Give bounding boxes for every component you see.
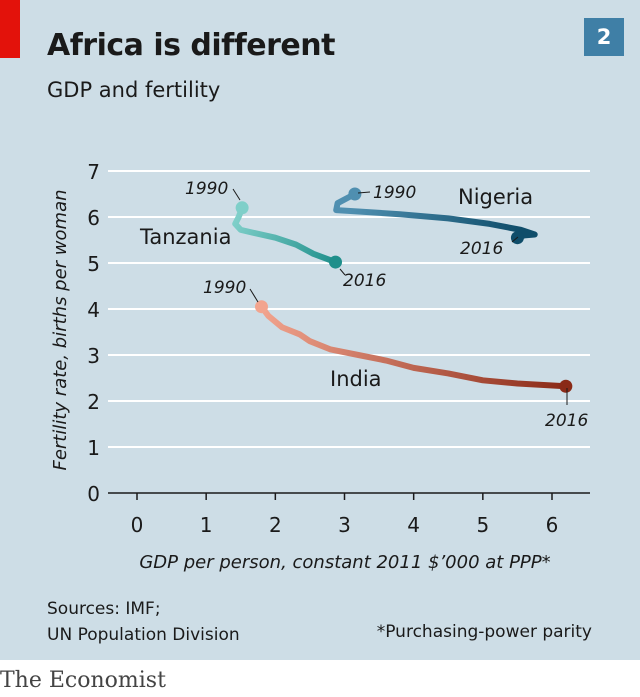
india-start-year: 1990 <box>203 278 246 298</box>
source-note: Sources: IMF; UN Population Division <box>47 596 240 648</box>
y-tick-label-2: 2 <box>87 390 100 414</box>
end-marker-tanzania <box>329 255 343 269</box>
x-tick-label-3: 3 <box>338 513 351 537</box>
chart-subtitle: GDP and fertility <box>47 78 221 102</box>
series-label-india: India <box>330 367 382 391</box>
y-tick-label-6: 6 <box>87 206 100 230</box>
x-tick-label-4: 4 <box>407 513 420 537</box>
tanzania-end-year: 2016 <box>343 271 386 291</box>
tanzania-start-year: 1990 <box>185 179 228 199</box>
x-tick-label-1: 1 <box>200 513 213 537</box>
tanzania-end-leader <box>339 268 346 276</box>
tick-labels: 0 1 2 3 4 5 6 7 0 1 2 3 4 5 6 <box>87 160 558 537</box>
y-axis-label: Fertility rate, births per woman <box>50 189 71 470</box>
nigeria-start-year: 1990 <box>373 183 416 203</box>
start-marker-tanzania <box>235 201 249 215</box>
y-tick-label-1: 1 <box>87 436 100 460</box>
x-tick-label-0: 0 <box>131 513 144 537</box>
chart-title: Africa is different <box>47 28 335 63</box>
x-tick-label-2: 2 <box>269 513 282 537</box>
series-line-india <box>258 303 569 390</box>
nigeria-end-year: 2016 <box>460 239 503 259</box>
source-line-1: Sources: IMF; <box>47 599 161 619</box>
line-chart: 0 1 2 3 4 5 6 7 0 1 2 3 4 5 6 Fertility rate, births p… <box>50 160 590 573</box>
start-marker-india <box>255 300 268 314</box>
gridlines <box>108 170 590 500</box>
annotations: Fertility rate, births per woman GDP per… <box>50 179 588 573</box>
series-line-tanzania <box>232 204 339 266</box>
brand-red-tag <box>0 0 20 58</box>
start-marker-nigeria <box>348 187 362 201</box>
series-line-nigeria <box>333 191 538 241</box>
brand-wordmark: The Economist <box>0 668 166 693</box>
end-marker-india <box>559 379 573 393</box>
y-tick-label-7: 7 <box>87 160 100 184</box>
y-tick-label-3: 3 <box>87 344 100 368</box>
india-start-leader <box>249 288 259 303</box>
series-label-tanzania: Tanzania <box>139 225 231 249</box>
india-end-year: 2016 <box>545 411 588 431</box>
footnote: *Purchasing-power parity <box>376 622 592 642</box>
y-tick-label-0: 0 <box>87 482 100 506</box>
y-tick-label-4: 4 <box>87 298 100 322</box>
x-tick-label-6: 6 <box>546 513 559 537</box>
chart-number-badge: 2 <box>584 18 624 56</box>
x-tick-label-5: 5 <box>476 513 489 537</box>
nigeria-end-leader <box>511 236 519 243</box>
tanzania-start-leader <box>232 188 241 201</box>
y-tick-label-5: 5 <box>87 252 100 276</box>
x-axis-label: GDP per person, constant 2011 $’000 at P… <box>139 552 550 573</box>
series-label-nigeria: Nigeria <box>458 185 533 209</box>
chart-panel <box>0 0 640 660</box>
series-lines <box>232 187 573 405</box>
source-line-2: UN Population Division <box>47 625 240 645</box>
nigeria-start-leader <box>357 191 371 194</box>
